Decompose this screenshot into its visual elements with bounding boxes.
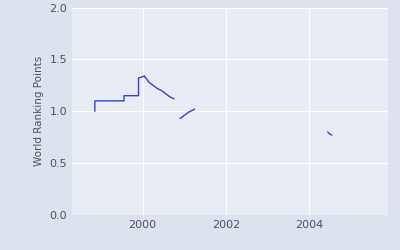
Y-axis label: World Ranking Points: World Ranking Points [34, 56, 44, 166]
